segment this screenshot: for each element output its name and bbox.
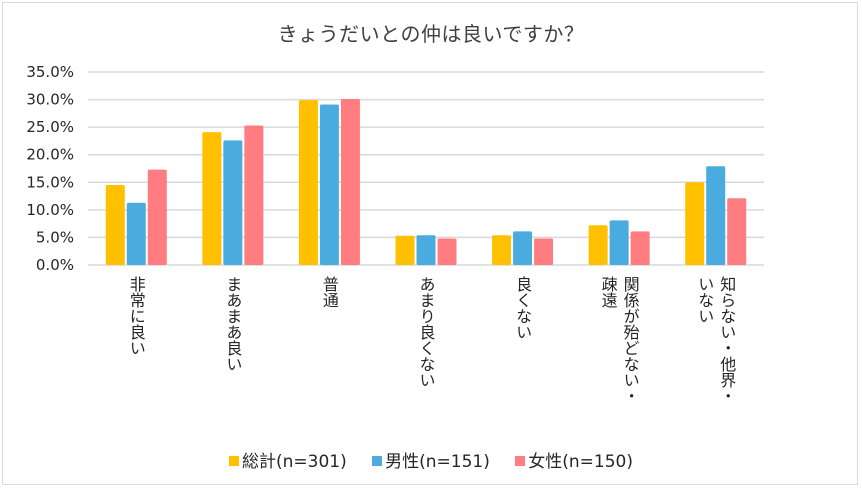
bar	[630, 231, 650, 265]
bar	[223, 140, 243, 265]
bar	[319, 104, 339, 265]
x-tick-label: 非常に良い	[127, 276, 146, 356]
bar	[588, 225, 608, 265]
legend-item-male: 男性(n=151)	[372, 447, 490, 472]
legend-swatch-male	[372, 456, 383, 466]
bar	[416, 235, 436, 265]
bar	[685, 182, 705, 265]
bar	[126, 202, 146, 265]
bar	[202, 132, 222, 265]
bar	[340, 99, 360, 266]
y-tick-label: 25.0%	[26, 118, 74, 136]
bar	[609, 220, 629, 265]
y-tick-label: 5.0%	[36, 228, 74, 246]
bar	[437, 238, 457, 265]
y-tick-label: 0.0%	[36, 256, 74, 274]
y-tick-label: 15.0%	[26, 173, 74, 191]
y-tick-label: 35.0%	[26, 63, 74, 81]
bar	[513, 231, 533, 265]
x-tick-label: あまり良くない	[417, 276, 436, 388]
x-tick-label: 良くない	[513, 276, 532, 340]
bar	[534, 238, 554, 265]
y-tick-label: 20.0%	[26, 146, 74, 164]
legend-label-female: 女性(n=150)	[528, 452, 633, 472]
bar	[244, 125, 264, 265]
x-tick-label: 知らない・他界・	[717, 276, 736, 404]
bar	[105, 185, 125, 265]
legend-swatch-female	[515, 456, 526, 466]
y-tick-label: 30.0%	[26, 91, 74, 109]
y-axis-ticks: 0.0% 5.0% 10.0% 15.0% 20.0% 25.0% 30.0% 35.0%	[26, 63, 74, 274]
legend-label-male: 男性(n=151)	[385, 452, 490, 472]
x-tick-label: 疎遠	[599, 276, 618, 309]
chart-title: きょうだいとの仲は良いですか？	[277, 22, 585, 46]
bar	[147, 169, 167, 265]
y-tick-label: 10.0%	[26, 201, 74, 219]
legend-swatch-total	[228, 456, 239, 466]
bar	[492, 235, 512, 265]
legend: 総計(n=301) 男性(n=151) 女性(n=150)	[0, 447, 862, 472]
x-tick-label: いない	[695, 276, 714, 324]
bar	[298, 100, 318, 265]
bars	[105, 99, 747, 266]
x-tick-label: 普通	[320, 276, 339, 308]
bar	[395, 235, 415, 265]
x-tick-label: まあまあ良い	[223, 276, 242, 372]
x-axis-labels: 非常に良い まあまあ良い 普通 あまり良くない 良くない 関係が殆どない・疎遠 知らない・他…	[127, 276, 736, 404]
legend-label-total: 総計(n=301)	[241, 452, 347, 472]
legend-item-total: 総計(n=301)	[228, 447, 347, 472]
x-tick-label: 関係が殆どない・	[621, 276, 640, 404]
legend-item-female: 女性(n=150)	[515, 447, 633, 472]
bar	[727, 198, 747, 265]
gridlines	[88, 71, 764, 266]
bar	[706, 166, 726, 265]
